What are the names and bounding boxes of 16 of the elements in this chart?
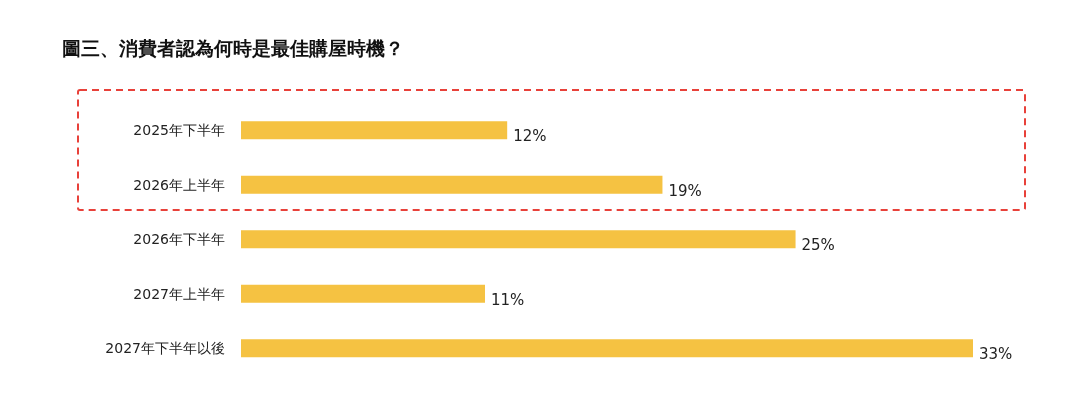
bar — [241, 284, 485, 303]
y-tick-label: 2025年下半年 — [133, 122, 225, 139]
data-label: 33% — [979, 345, 1013, 364]
bar — [241, 230, 796, 249]
y-tick-label: 2026年上半年 — [133, 176, 225, 193]
chart-title: 圖三、消費者認為何時是最佳購屋時機？ — [62, 37, 404, 59]
y-tick-label: 2026年下半年 — [133, 231, 225, 248]
data-label: 11% — [491, 290, 525, 309]
bar — [241, 339, 973, 358]
bar — [241, 175, 663, 194]
data-label: 25% — [801, 236, 835, 255]
y-tick-label: 2027年上半年 — [133, 285, 225, 302]
data-label: 12% — [513, 127, 547, 146]
bar — [241, 121, 508, 140]
data-label: 19% — [668, 181, 702, 200]
y-tick-label: 2027年下半年以後 — [105, 340, 225, 357]
